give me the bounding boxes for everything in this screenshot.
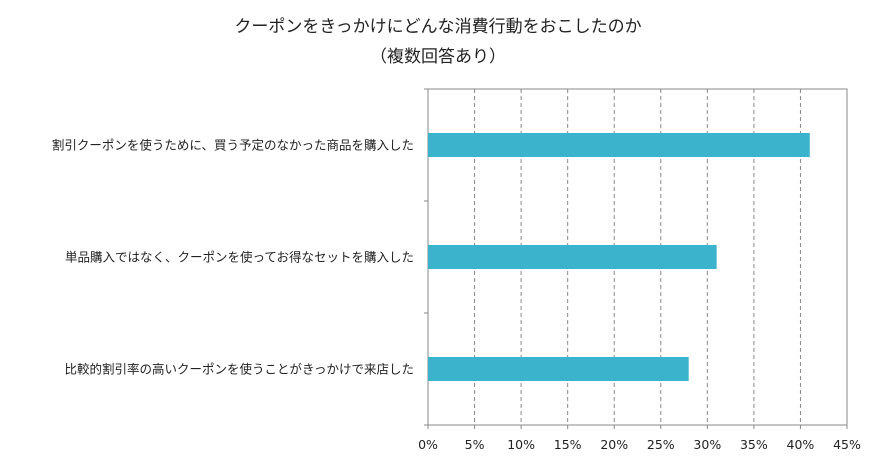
bar-3 xyxy=(428,357,689,381)
x-tick-label-25: 25% xyxy=(647,437,675,452)
x-tick-label-45: 45% xyxy=(833,437,861,452)
x-tick-label-10: 10% xyxy=(507,437,535,452)
chart-title: クーポンをきっかけにどんな消費行動をおこしたのか xyxy=(234,17,641,37)
bar-2 xyxy=(428,245,717,269)
category-label-1: 割引クーポンを使うために、買う予定のなかった商品を購入した xyxy=(52,138,414,153)
category-labels: 割引クーポンを使うために、買う予定のなかった商品を購入した単品購入ではなく、クー… xyxy=(52,138,414,377)
x-tick-label-40: 40% xyxy=(787,437,815,452)
x-tick-labels: 0% 5% 10% 15% 20% 25% 30% 35% 40% 45% xyxy=(418,437,861,452)
x-tick-label-20: 20% xyxy=(600,437,628,452)
x-tick-label-35: 35% xyxy=(740,437,768,452)
x-tick-label-0: 0% xyxy=(418,437,438,452)
category-label-2: 単品購入ではなく、クーポンを使ってお得なセットを購入した xyxy=(65,250,414,265)
x-tick-label-15: 15% xyxy=(554,437,582,452)
bars xyxy=(428,133,810,381)
category-label-3: 比較的割引率の高いクーポンを使うことがきっかけで来店した xyxy=(64,362,414,377)
x-tick-label-30: 30% xyxy=(693,437,721,452)
chart-subtitle: （複数回答あり） xyxy=(370,47,506,67)
x-tick-label-5: 5% xyxy=(465,437,485,452)
bar-1 xyxy=(428,133,810,157)
